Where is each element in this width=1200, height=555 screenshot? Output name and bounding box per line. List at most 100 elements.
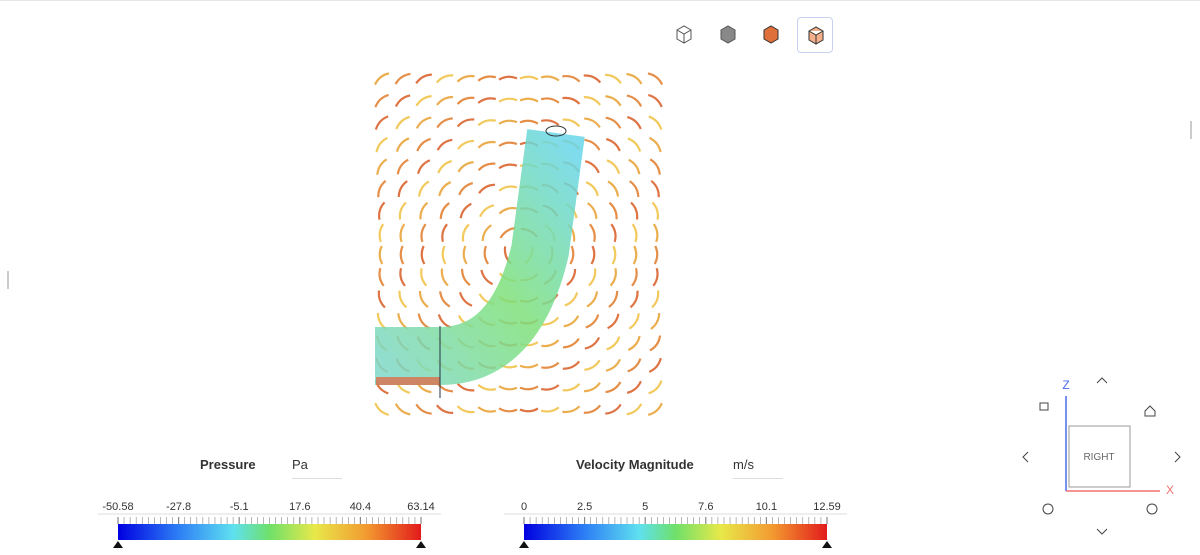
- streamline: [458, 182, 474, 196]
- wireframe-button[interactable]: [666, 17, 702, 53]
- streamline: [630, 201, 639, 220]
- streamline: [562, 360, 581, 370]
- streamline: [605, 403, 622, 415]
- streamline: [377, 290, 386, 309]
- streamline: [562, 75, 581, 83]
- streamline: [395, 115, 410, 130]
- streamline: [566, 268, 577, 286]
- streamline: [462, 245, 468, 265]
- streamline: [648, 357, 662, 373]
- streamline: [415, 403, 432, 415]
- streamline: [415, 116, 432, 129]
- streamline: [626, 72, 643, 85]
- streamline: [650, 312, 661, 330]
- streamline: [626, 115, 642, 130]
- streamline: [439, 291, 451, 308]
- streamline: [420, 268, 428, 287]
- streamline: [626, 403, 643, 416]
- streamline: [563, 315, 580, 328]
- home-button[interactable]: [1144, 405, 1156, 417]
- streamline: [540, 406, 560, 413]
- streamline: [653, 245, 659, 265]
- streamline: [626, 380, 642, 394]
- streamline: [417, 313, 430, 330]
- streamline: [605, 95, 622, 107]
- streamline: [607, 313, 620, 330]
- range-handle[interactable]: [519, 541, 529, 548]
- rotate-right[interactable]: [1174, 451, 1181, 463]
- transparent-button[interactable]: [797, 17, 833, 53]
- colorbar-label: -50.58: [102, 501, 133, 513]
- colorbar-label: -5.1: [230, 501, 249, 513]
- streamline: [498, 141, 518, 147]
- streamline: [378, 245, 384, 265]
- streamline: [586, 291, 599, 308]
- streamline: [626, 94, 643, 107]
- streamline: [456, 405, 475, 414]
- streamline: [373, 72, 390, 86]
- streamline: [478, 183, 496, 194]
- streamline: [586, 202, 598, 219]
- streamline: [605, 138, 621, 152]
- streamline: [498, 385, 518, 391]
- rotate-down[interactable]: [1096, 528, 1108, 535]
- streamline: [607, 180, 620, 197]
- streamline: [627, 335, 641, 352]
- streamline: [605, 73, 622, 84]
- pipe-outlet: [545, 125, 567, 137]
- range-handle[interactable]: [822, 541, 832, 548]
- rotate-up[interactable]: [1096, 377, 1108, 384]
- streamline: [436, 138, 453, 151]
- range-handle[interactable]: [416, 541, 426, 548]
- streamline: [609, 268, 617, 287]
- streamline: [415, 95, 432, 107]
- streamline: [397, 313, 409, 330]
- unit-dropdown[interactable]: m/s: [733, 457, 783, 479]
- streamline: [628, 158, 641, 175]
- streamline: [562, 383, 581, 392]
- view-cube[interactable]: [1068, 425, 1131, 488]
- streamline: [583, 382, 601, 393]
- streamline: [441, 223, 448, 242]
- streamline: [477, 162, 496, 172]
- streamline: [436, 404, 454, 414]
- colorbar-label: -27.8: [166, 501, 191, 513]
- streamline: [498, 407, 518, 413]
- range-handle[interactable]: [113, 541, 123, 548]
- streamline: [437, 314, 452, 329]
- solid-button[interactable]: [710, 17, 746, 53]
- streamline: [606, 159, 621, 175]
- streamline: [519, 363, 539, 369]
- streamline: [498, 119, 518, 125]
- colorbar-label: 0: [521, 501, 527, 513]
- streamline: [399, 245, 405, 265]
- streamline: [436, 117, 453, 129]
- streamline: [498, 206, 517, 215]
- colorbar-label: 5: [642, 501, 648, 513]
- streamline: [479, 204, 495, 218]
- streamline: [374, 93, 389, 108]
- streamline: [374, 402, 390, 416]
- streamline: [519, 407, 539, 413]
- colorbar-label: 2.5: [577, 501, 592, 513]
- roll-left[interactable]: [1042, 503, 1054, 515]
- camera-button[interactable]: [1039, 402, 1049, 411]
- streamline: [605, 116, 622, 129]
- streamline: [456, 118, 475, 128]
- streamline: [608, 290, 619, 308]
- streamline: [378, 223, 385, 243]
- streamline: [583, 96, 601, 106]
- streamline: [457, 139, 475, 150]
- rotate-left[interactable]: [1022, 451, 1029, 463]
- streamline: [563, 337, 580, 349]
- unit-dropdown[interactable]: Pa: [292, 457, 342, 479]
- solid-edges-button[interactable]: [753, 17, 789, 53]
- streamline: [376, 158, 388, 175]
- roll-right[interactable]: [1146, 503, 1158, 515]
- streamline: [396, 158, 409, 175]
- streamline: [541, 339, 560, 348]
- streamline: [397, 180, 408, 198]
- streamline: [377, 179, 387, 198]
- streamline: [648, 115, 663, 130]
- streamline: [562, 118, 581, 128]
